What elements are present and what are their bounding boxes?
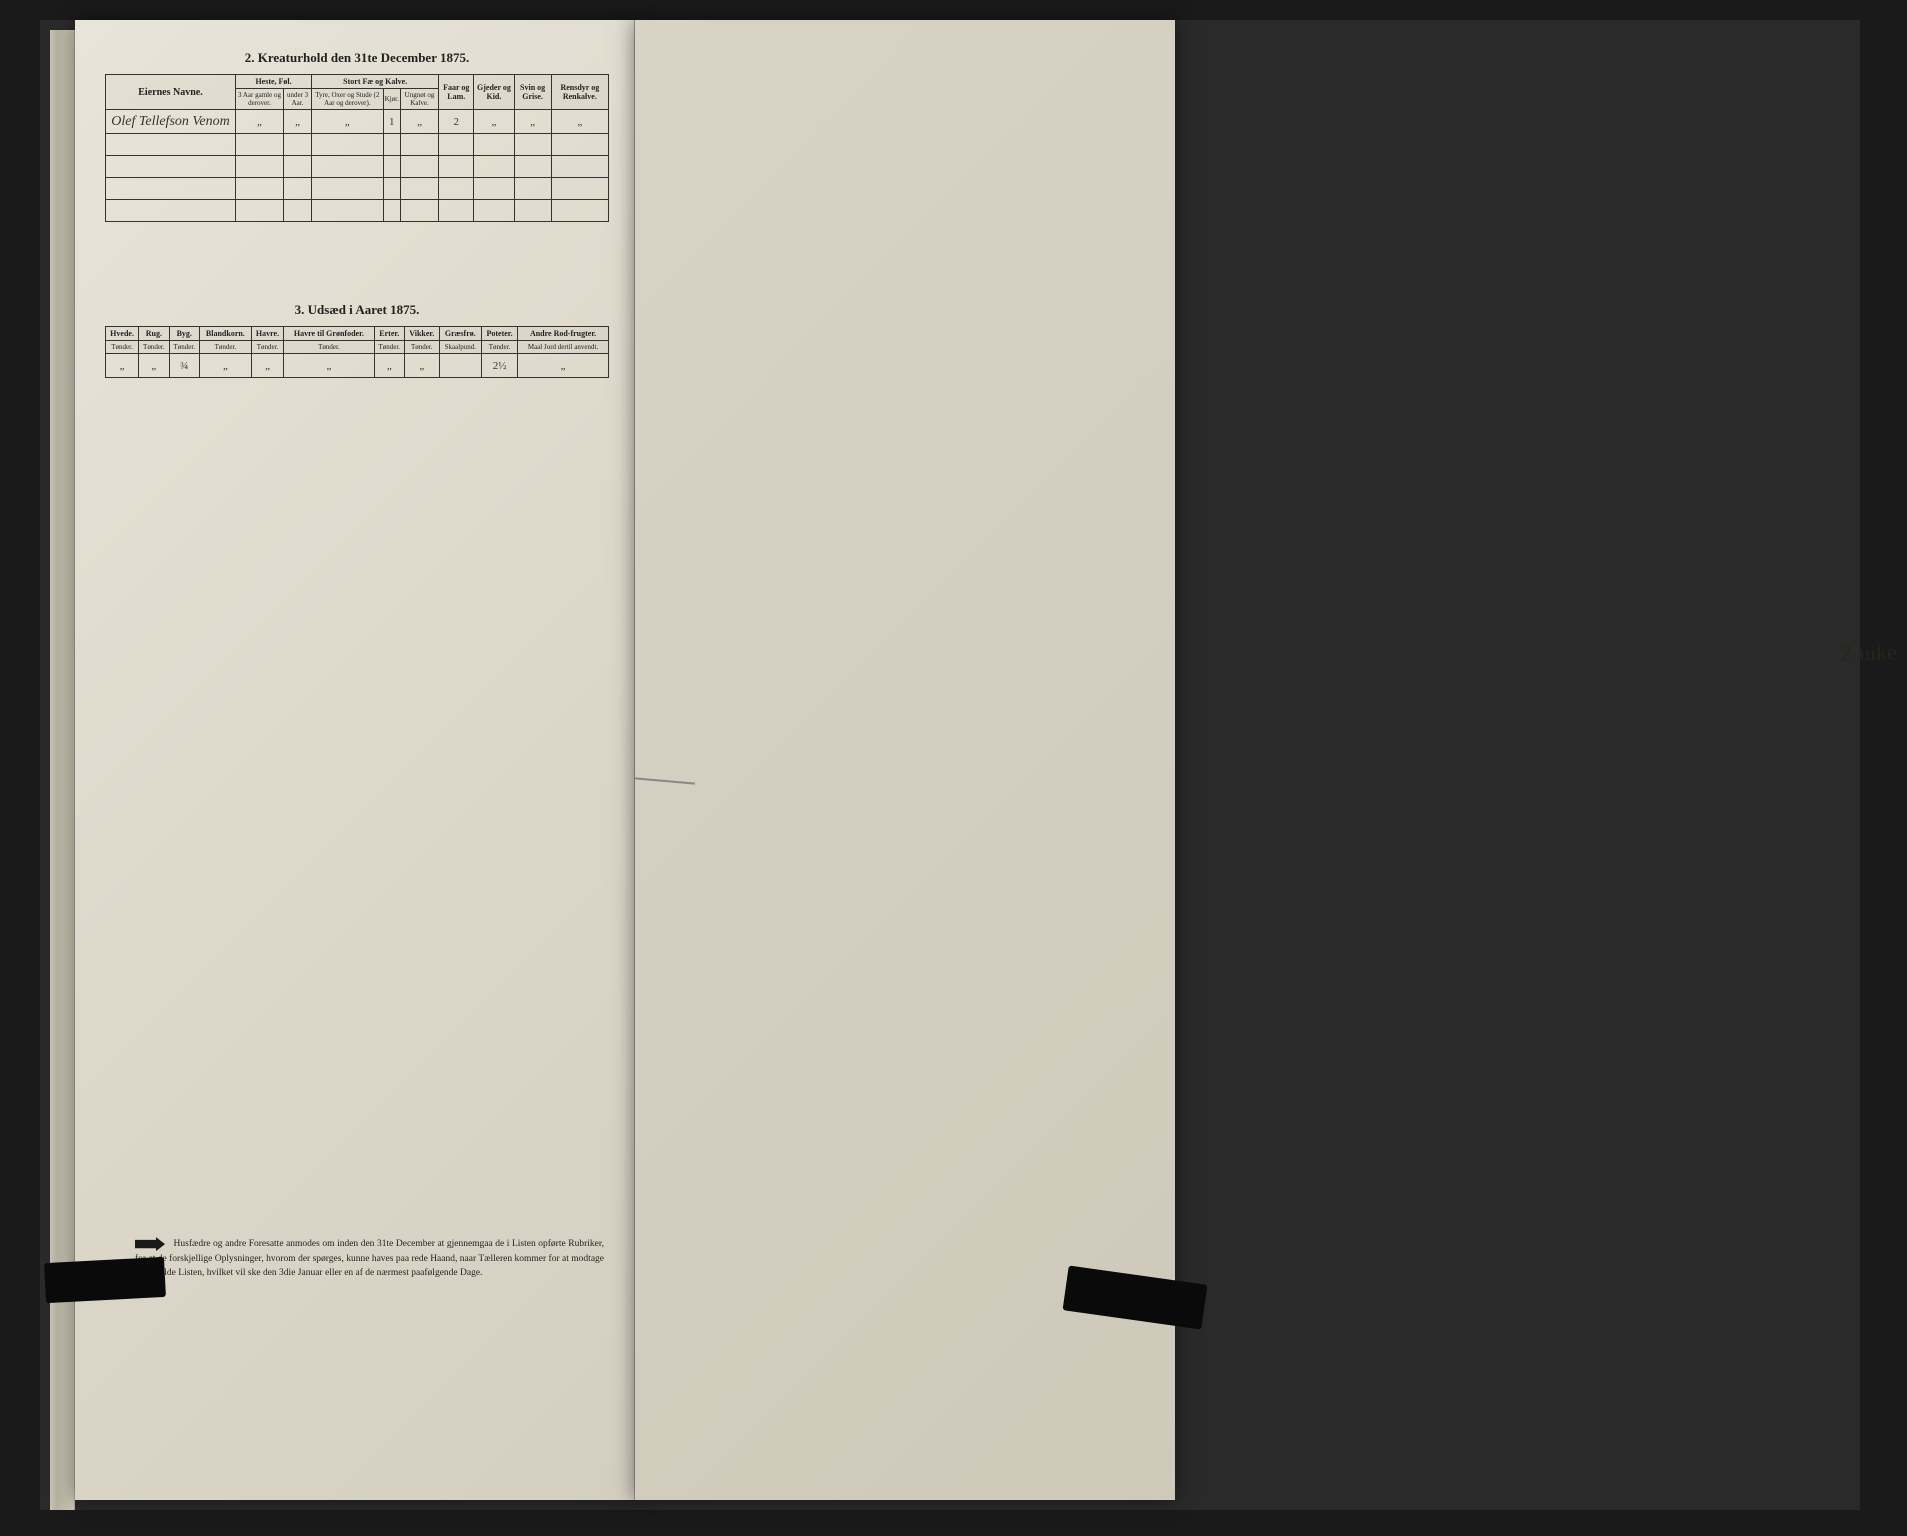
cell: ¾ <box>169 354 199 378</box>
right-page <box>635 20 1175 1500</box>
cell: „ <box>518 354 609 378</box>
footnote-text: Husfædre og andre Foresatte anmodes om i… <box>135 1239 604 1278</box>
cell: 2 <box>439 110 474 134</box>
col-grass-seed: Græsfrø. <box>439 327 481 341</box>
col-peas: Erter. <box>374 327 404 341</box>
col-vetches: Vikker. <box>404 327 439 341</box>
table-row: „ „ ¾ „ „ „ „ „ 2½ „ <box>106 354 609 378</box>
cell: „ <box>474 110 514 134</box>
cell: „ <box>400 110 438 134</box>
sub-tonder: Tønder. <box>106 341 139 354</box>
cell: „ <box>404 354 439 378</box>
col-horses-young: under 3 Aar. <box>283 89 311 110</box>
cell: „ <box>374 354 404 378</box>
col-cattle-cows: Kjør. <box>383 89 400 110</box>
sub-tonder: Tønder. <box>139 341 169 354</box>
cell: „ <box>199 354 251 378</box>
sub-tonder: Tønder. <box>199 341 251 354</box>
left-page: 2. Kreaturhold den 31te December 1875. E… <box>75 20 635 1500</box>
livestock-table: Eiernes Navne. Heste, Føl. Stort Fæ og K… <box>105 74 609 222</box>
col-cattle-young: Ungnøt og Kalve. <box>400 89 438 110</box>
cell: „ <box>284 354 374 378</box>
owner-name: Olef Tellefson Venom <box>106 110 236 134</box>
table-row <box>106 200 609 222</box>
section2-title: 2. Kreaturhold den 31te December 1875. <box>105 50 609 66</box>
sub-maal-jord: Maal Jord dertil anvendt. <box>518 341 609 354</box>
col-owner: Eiernes Navne. <box>106 75 236 110</box>
cell: „ <box>551 110 608 134</box>
sub-tonder: Tønder. <box>169 341 199 354</box>
section3-title: 3. Udsæd i Aaret 1875. <box>105 302 609 318</box>
sub-tonder-p: Tønder. <box>482 341 518 354</box>
pointing-hand-icon <box>135 1237 165 1251</box>
sub-tonder: Tønder. <box>251 341 283 354</box>
cell: „ <box>514 110 551 134</box>
col-rye: Rug. <box>139 327 169 341</box>
col-horses-group: Heste, Føl. <box>236 75 312 89</box>
sub-tonder: Tønder. <box>374 341 404 354</box>
col-other-roots: Andre Rod-frugter. <box>518 327 609 341</box>
col-goats: Gjeder og Kid. <box>474 75 514 110</box>
binder-clip-left <box>44 1257 166 1303</box>
table-row <box>106 156 609 178</box>
page-tear <box>635 777 695 784</box>
sub-tonder: Tønder. <box>284 341 374 354</box>
cell: „ <box>251 354 283 378</box>
col-cattle-bulls: Tyre, Oxer og Stude (2 Aar og derover). <box>312 89 384 110</box>
table-row <box>106 178 609 200</box>
cell: „ <box>283 110 311 134</box>
sub-tonder: Tønder. <box>404 341 439 354</box>
col-oats-fodder: Havre til Grønfoder. <box>284 327 374 341</box>
col-oats: Havre. <box>251 327 283 341</box>
table-row <box>106 134 609 156</box>
binder-clip-right <box>1063 1265 1208 1329</box>
margin-annotation: Z uike <box>1840 639 1898 667</box>
cell: 2½ <box>482 354 518 378</box>
col-sheep: Faar og Lam. <box>439 75 474 110</box>
cell: „ <box>312 110 384 134</box>
footnote: Husfædre og andre Foresatte anmodes om i… <box>135 1237 604 1280</box>
col-horses-old: 3 Aar gamle og derover. <box>236 89 284 110</box>
cell: „ <box>236 110 284 134</box>
cell <box>439 354 481 378</box>
cell: 1 <box>383 110 400 134</box>
sub-skaalpund: Skaalpund. <box>439 341 481 354</box>
cell: „ <box>139 354 169 378</box>
col-potatoes: Poteter. <box>482 327 518 341</box>
col-cattle-group: Stort Fæ og Kalve. <box>312 75 439 89</box>
col-wheat: Hvede. <box>106 327 139 341</box>
cell: „ <box>106 354 139 378</box>
col-mixed: Blandkorn. <box>199 327 251 341</box>
col-barley: Byg. <box>169 327 199 341</box>
col-pigs: Svin og Grise. <box>514 75 551 110</box>
col-reindeer: Rensdyr og Renkalve. <box>551 75 608 110</box>
seed-table: Hvede. Rug. Byg. Blandkorn. Havre. Havre… <box>105 326 609 378</box>
table-row: Olef Tellefson Venom „ „ „ 1 „ 2 „ „ „ <box>106 110 609 134</box>
